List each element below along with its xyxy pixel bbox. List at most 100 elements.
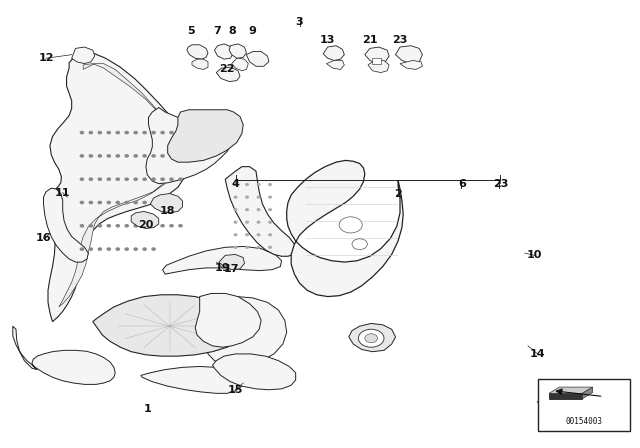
Circle shape (108, 248, 111, 250)
Circle shape (234, 196, 237, 198)
Text: 17: 17 (224, 264, 239, 274)
Polygon shape (163, 246, 282, 274)
Polygon shape (396, 46, 422, 64)
Circle shape (179, 155, 182, 157)
Circle shape (81, 202, 83, 203)
Circle shape (143, 225, 147, 227)
Circle shape (81, 132, 83, 134)
Polygon shape (365, 47, 389, 64)
Text: 4: 4 (232, 179, 239, 189)
Circle shape (108, 155, 111, 157)
Circle shape (257, 221, 260, 223)
Circle shape (143, 248, 147, 250)
Text: 16: 16 (36, 233, 51, 243)
Circle shape (152, 178, 155, 180)
Circle shape (246, 246, 248, 248)
Circle shape (234, 184, 237, 185)
Bar (372, 58, 381, 64)
Circle shape (152, 225, 155, 227)
Circle shape (99, 248, 101, 250)
Circle shape (125, 132, 128, 134)
Polygon shape (46, 53, 189, 322)
Polygon shape (582, 387, 593, 399)
Circle shape (269, 221, 271, 223)
Polygon shape (206, 297, 287, 366)
Circle shape (358, 329, 384, 347)
Circle shape (125, 225, 128, 227)
Circle shape (170, 202, 173, 203)
Circle shape (257, 196, 260, 198)
Circle shape (170, 155, 173, 157)
Text: 00154003: 00154003 (566, 417, 602, 426)
Circle shape (125, 178, 128, 180)
Text: 15: 15 (228, 385, 243, 395)
Circle shape (143, 155, 147, 157)
Text: 23: 23 (392, 35, 408, 45)
Circle shape (179, 202, 182, 203)
Polygon shape (368, 60, 389, 73)
Circle shape (108, 225, 111, 227)
Circle shape (170, 132, 173, 134)
Circle shape (179, 132, 182, 134)
Circle shape (170, 225, 173, 227)
Circle shape (143, 178, 147, 180)
Polygon shape (72, 47, 95, 64)
Circle shape (116, 248, 119, 250)
Circle shape (116, 178, 119, 180)
Circle shape (143, 132, 147, 134)
Text: 8: 8 (228, 26, 236, 36)
Circle shape (269, 234, 271, 236)
Polygon shape (549, 393, 582, 399)
Circle shape (108, 132, 111, 134)
Polygon shape (141, 366, 243, 393)
Text: 10: 10 (527, 250, 542, 260)
Polygon shape (168, 110, 243, 162)
Circle shape (152, 132, 155, 134)
FancyBboxPatch shape (538, 379, 630, 431)
Circle shape (90, 132, 93, 134)
Circle shape (90, 202, 93, 203)
Polygon shape (246, 52, 269, 66)
Circle shape (81, 225, 83, 227)
Polygon shape (59, 64, 178, 307)
Text: 19: 19 (215, 263, 230, 273)
Circle shape (257, 184, 260, 185)
Polygon shape (195, 293, 261, 347)
Circle shape (352, 239, 367, 250)
Circle shape (134, 248, 138, 250)
Text: 22: 22 (220, 65, 235, 74)
Circle shape (81, 155, 83, 157)
Circle shape (125, 155, 128, 157)
Circle shape (116, 132, 119, 134)
Circle shape (134, 132, 138, 134)
Polygon shape (192, 59, 208, 69)
Circle shape (269, 196, 271, 198)
Text: 9: 9 (249, 26, 257, 36)
Circle shape (269, 184, 271, 185)
Polygon shape (287, 160, 403, 297)
Text: 12: 12 (38, 53, 54, 63)
Circle shape (116, 225, 119, 227)
Circle shape (90, 178, 93, 180)
Circle shape (125, 248, 128, 250)
Circle shape (234, 246, 237, 248)
Text: 6: 6 (458, 179, 466, 189)
Circle shape (99, 202, 101, 203)
Polygon shape (212, 354, 296, 390)
Circle shape (234, 209, 237, 211)
Circle shape (246, 234, 248, 236)
Circle shape (152, 202, 155, 203)
Text: 3: 3 (296, 17, 303, 26)
Text: 13: 13 (320, 35, 335, 45)
Circle shape (234, 221, 237, 223)
Text: 20: 20 (138, 220, 154, 230)
Circle shape (161, 178, 164, 180)
Circle shape (134, 202, 138, 203)
Polygon shape (232, 58, 248, 71)
Circle shape (179, 178, 182, 180)
Polygon shape (216, 67, 240, 82)
Circle shape (246, 221, 248, 223)
Text: 1: 1 (143, 404, 151, 414)
Polygon shape (93, 295, 246, 356)
Circle shape (365, 334, 378, 343)
